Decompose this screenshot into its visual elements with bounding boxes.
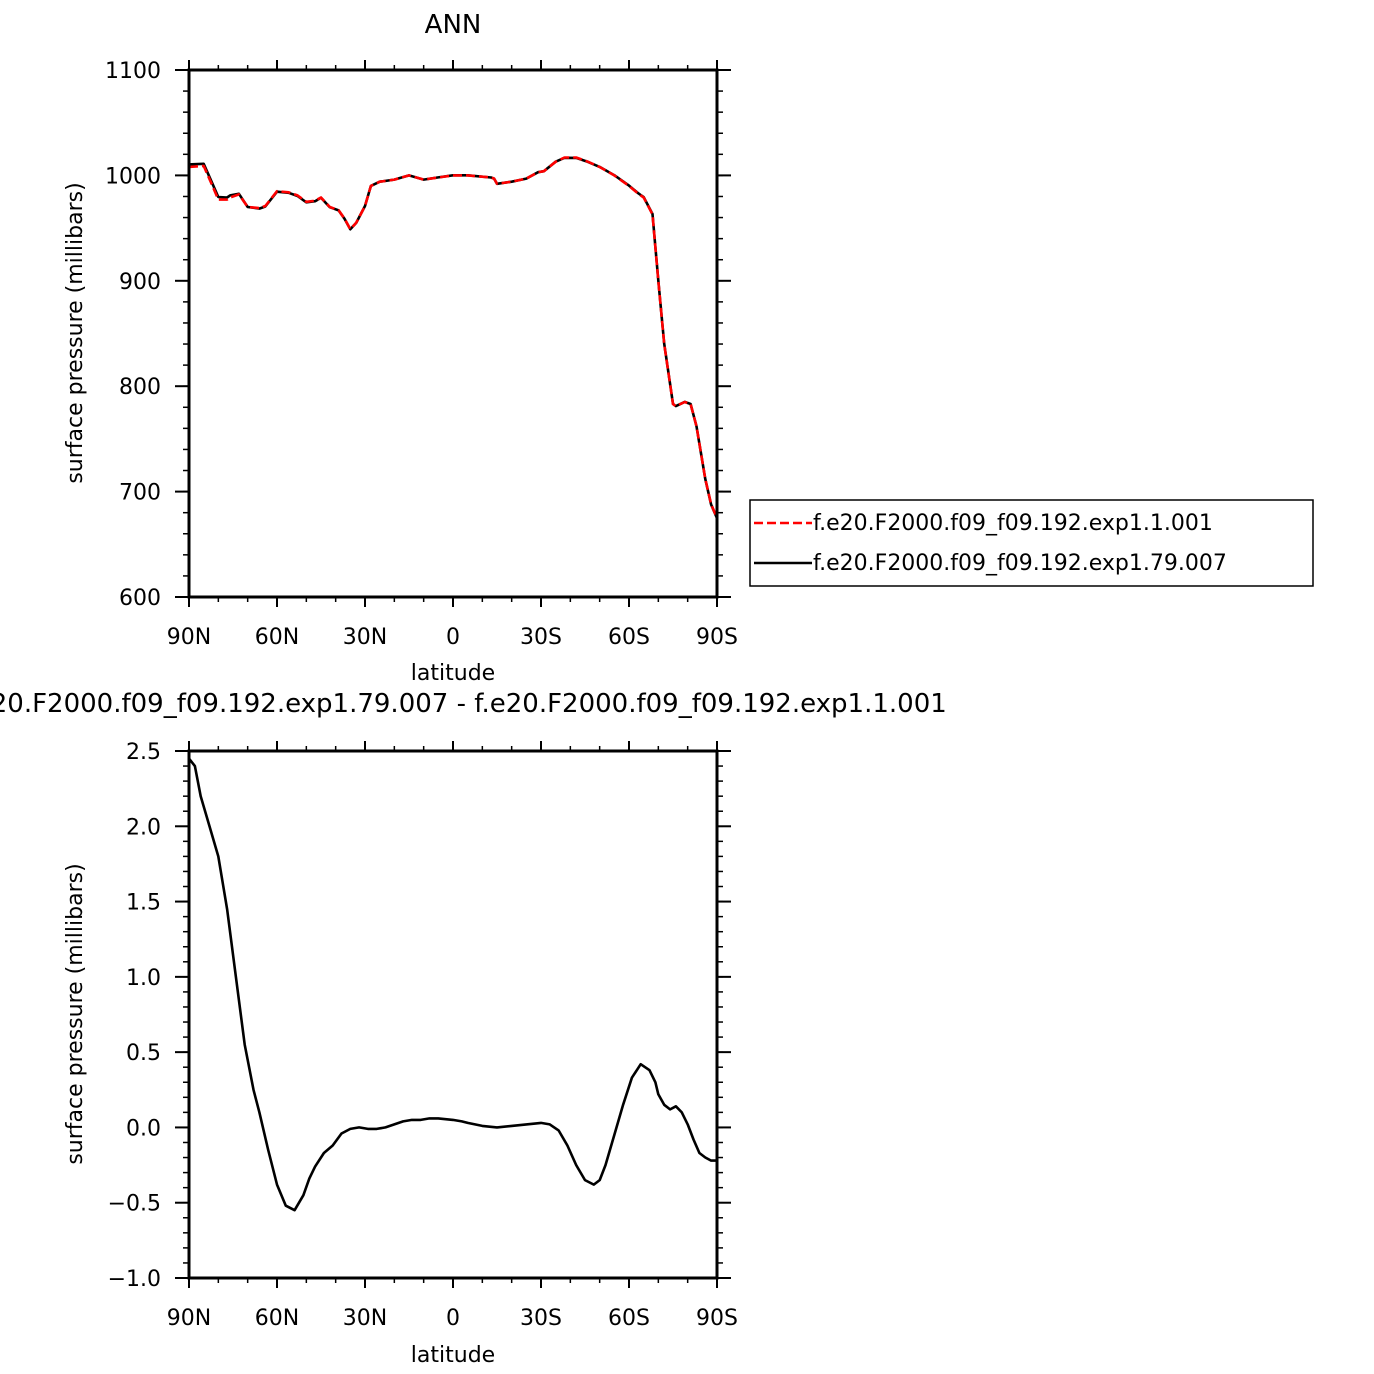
top-chart-title: ANN [425,10,482,40]
bottom-xtick-label: 60S [608,1306,650,1331]
bottom-axis-ticks [175,741,731,1288]
top-x-axis-label: latitude [411,661,495,686]
bottom-series-line-0 [187,757,717,1212]
legend-label-exp2: f.e20.F2000.f09_f09.192.exp1.79.007 [813,551,1227,576]
bottom-ytick-label: 1.0 [126,966,161,991]
bottom-y-axis-label: surface pressure (millibars) [63,863,88,1164]
top-series-line-0 [188,156,719,519]
bottom-ytick-label: 2.0 [126,815,161,840]
top-y-axis-label: surface pressure (millibars) [63,182,88,483]
top-series-group [188,156,719,519]
top-axis-ticks [175,60,731,607]
bottom-ytick-label: 0.0 [126,1116,161,1141]
bottom-xtick-label: 90S [696,1306,738,1331]
top-ytick-label: 900 [119,270,161,295]
top-xtick-label: 60S [608,625,650,650]
bottom-ytick-label: 1.5 [126,891,161,916]
bottom-xtick-label: 0 [446,1306,460,1331]
top-series-line-1 [188,156,719,519]
top-xtick-label: 60N [255,625,299,650]
top-ytick-label: 1100 [105,59,161,84]
bottom-ytick-label: −0.5 [108,1192,161,1217]
top-xtick-label: 30S [520,625,562,650]
top-panel: ANN 90N 60N 30N 0 30S 60S 90S 600 700 800 900 1000 1… [63,10,738,686]
bottom-series-group [187,757,717,1212]
bottom-xtick-label: 30N [343,1306,387,1331]
bottom-ytick-label: 0.5 [126,1041,161,1066]
top-tick-labels: 90N 60N 30N 0 30S 60S 90S 600 700 800 900 1000 1100 [105,59,738,650]
bottom-xtick-label: 30S [520,1306,562,1331]
bottom-xtick-label: 60N [255,1306,299,1331]
bottom-ytick-label: 2.5 [126,740,161,765]
top-xtick-label: 90N [167,625,211,650]
top-xtick-label: 90S [696,625,738,650]
bottom-panel: f.e20.F2000.f09_f09.192.exp1.79.007 - f.… [0,689,947,1368]
bottom-chart-title: f.e20.F2000.f09_f09.192.exp1.79.007 - f.… [0,689,947,719]
top-plot-frame [187,68,719,599]
legend: f.e20.F2000.f09_f09.192.exp1.1.001 f.e20… [749,499,1314,587]
bottom-xtick-label: 90N [167,1306,211,1331]
bottom-tick-labels: 90N 60N 30N 0 30S 60S 90S 2.5 2.0 1.5 1.0 0.5 0.0 −0.… [108,740,738,1331]
legend-box [749,499,1314,587]
bottom-plot-frame [187,749,719,1280]
top-ytick-label: 600 [119,586,161,611]
top-ytick-label: 800 [119,375,161,400]
top-xtick-label: 0 [446,625,460,650]
top-ytick-label: 700 [119,481,161,506]
bottom-x-axis-label: latitude [411,1343,495,1368]
top-xtick-label: 30N [343,625,387,650]
top-ytick-label: 1000 [105,164,161,189]
legend-label-exp1: f.e20.F2000.f09_f09.192.exp1.1.001 [813,511,1213,536]
bottom-ytick-label: −1.0 [108,1267,161,1292]
